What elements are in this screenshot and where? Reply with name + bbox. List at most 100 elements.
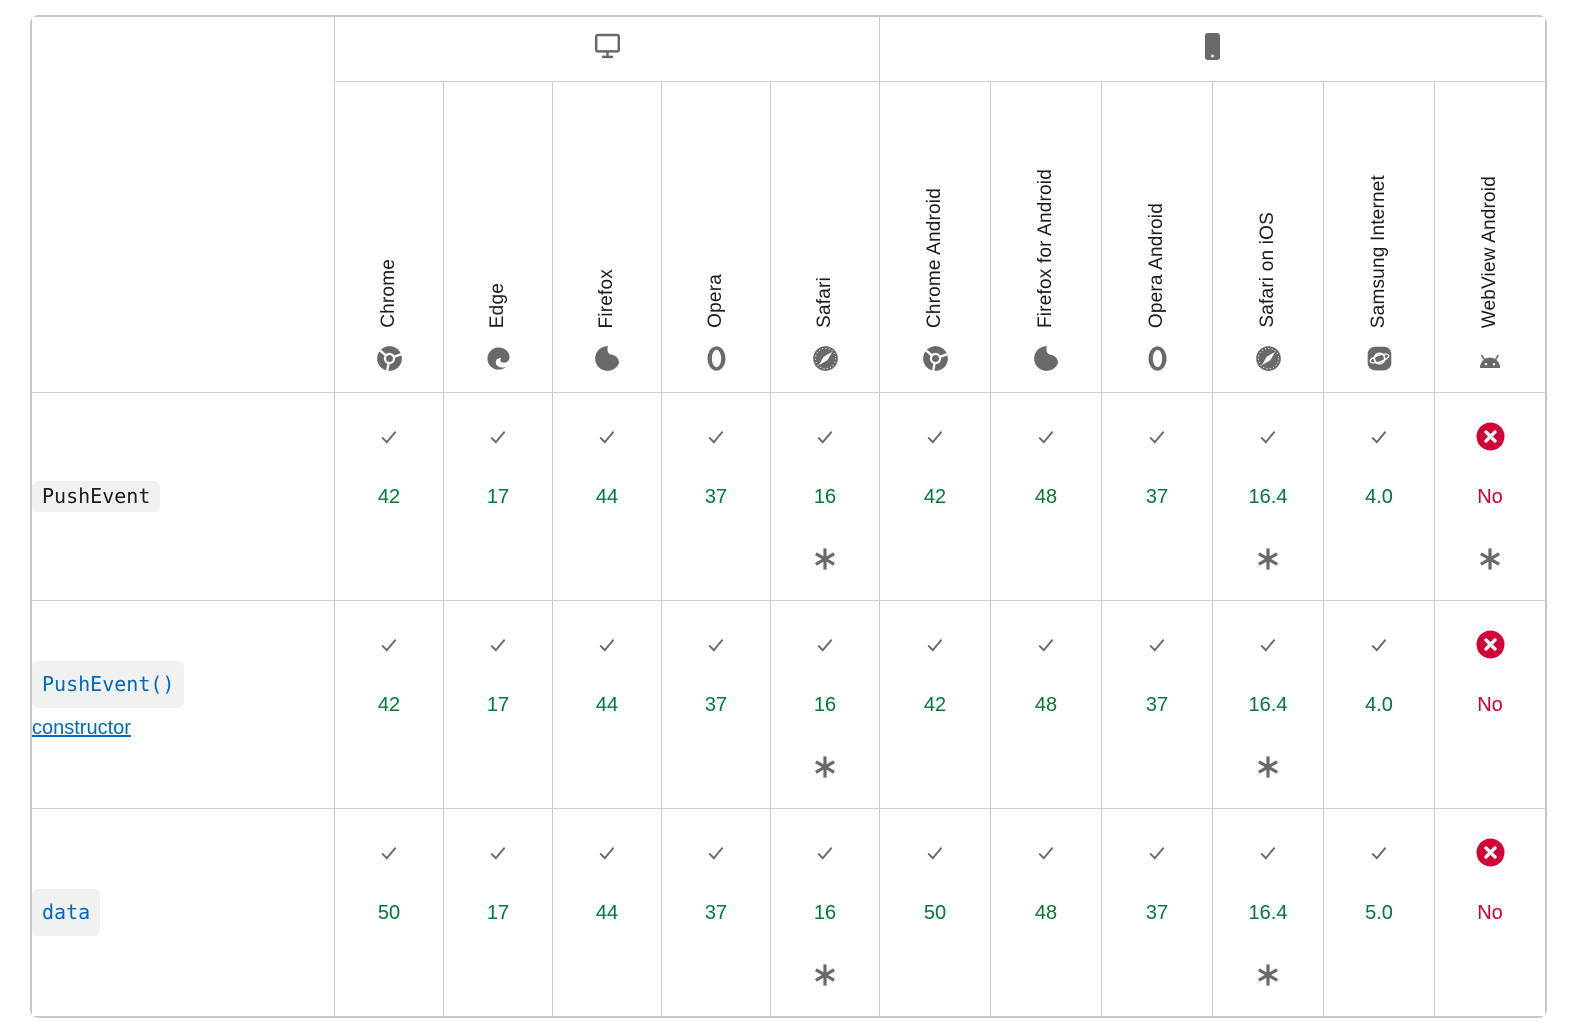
support-cell[interactable]: 17 xyxy=(443,808,552,1016)
check-icon xyxy=(1368,426,1390,447)
support-cell[interactable]: 37 xyxy=(661,600,770,808)
check-icon xyxy=(1257,426,1279,447)
support-cell[interactable]: 50 xyxy=(879,808,990,1016)
support-cell[interactable]: 37 xyxy=(661,392,770,600)
check-icon xyxy=(487,634,509,655)
firefox-icon xyxy=(1033,345,1060,372)
check-icon xyxy=(705,634,727,655)
check-icon xyxy=(1146,842,1168,863)
browser-header-row: Chrome Edge Firefox Opera Safari Chrome Andro… xyxy=(32,81,1545,392)
support-cell[interactable]: 48 xyxy=(990,808,1101,1016)
safari-icon xyxy=(1255,345,1282,372)
browser-name: Edge xyxy=(487,282,508,328)
version-label: 16 xyxy=(813,902,837,924)
support-cell[interactable]: 16.4 xyxy=(1212,392,1323,600)
support-cell[interactable]: No xyxy=(1434,600,1545,808)
support-cell[interactable]: 44 xyxy=(552,808,661,1016)
browser-header-opera: Opera xyxy=(661,81,770,392)
support-cell[interactable]: 44 xyxy=(552,600,661,808)
support-cell[interactable]: 37 xyxy=(1101,600,1212,808)
footnote-asterisk-icon[interactable] xyxy=(1255,546,1281,572)
check-icon xyxy=(924,426,946,447)
support-cell[interactable]: 37 xyxy=(661,808,770,1016)
browser-header-opera-android: Opera Android xyxy=(1101,81,1212,392)
footnote-asterisk-icon[interactable] xyxy=(812,754,838,780)
feature-cell: data xyxy=(32,808,334,1016)
support-cell[interactable]: No xyxy=(1434,808,1545,1016)
version-label: 16 xyxy=(813,486,837,508)
browser-name: WebView Android xyxy=(1479,175,1500,328)
support-cell[interactable]: 42 xyxy=(334,600,443,808)
support-cell[interactable]: 44 xyxy=(552,392,661,600)
support-cell[interactable]: 17 xyxy=(443,392,552,600)
support-cell[interactable]: 50 xyxy=(334,808,443,1016)
support-cell[interactable]: 42 xyxy=(879,392,990,600)
opera-icon xyxy=(1144,345,1171,372)
feature-link[interactable]: PushEvent() constructor xyxy=(32,661,247,748)
support-cell[interactable]: 16 xyxy=(770,392,879,600)
browser-name: Chrome Android xyxy=(924,187,945,328)
footnote-asterisk-icon[interactable] xyxy=(812,546,838,572)
cross-icon xyxy=(1476,838,1505,867)
support-cell[interactable]: 16.4 xyxy=(1212,808,1323,1016)
browser-header-safari: Safari xyxy=(770,81,879,392)
support-cell[interactable]: 16 xyxy=(770,600,879,808)
browser-name: Samsung Internet xyxy=(1368,174,1389,328)
check-icon xyxy=(1368,634,1390,655)
footnote-asterisk-icon[interactable] xyxy=(1477,546,1503,572)
feature-link[interactable]: data xyxy=(32,889,101,936)
support-cell[interactable]: 37 xyxy=(1101,392,1212,600)
version-label: 4.0 xyxy=(1365,694,1393,716)
support-cell[interactable]: 16 xyxy=(770,808,879,1016)
support-cell[interactable]: 5.0 xyxy=(1323,808,1434,1016)
support-cell[interactable]: 4.0 xyxy=(1323,600,1434,808)
platform-header-row xyxy=(32,17,1545,392)
opera-icon xyxy=(703,345,730,372)
check-icon xyxy=(1257,634,1279,655)
webview-android-icon xyxy=(1476,345,1504,372)
feature-cell: PushEvent xyxy=(32,392,334,600)
footnote-asterisk-icon[interactable] xyxy=(1255,962,1281,988)
support-cell[interactable]: 42 xyxy=(879,600,990,808)
version-label: 44 xyxy=(595,902,619,924)
version-label: 4.0 xyxy=(1365,486,1393,508)
browser-name: Safari xyxy=(814,277,835,328)
version-label: 37 xyxy=(1145,902,1169,924)
support-cell[interactable]: 48 xyxy=(990,392,1101,600)
platform-mobile-header xyxy=(879,17,1545,81)
check-icon xyxy=(924,842,946,863)
version-label: No xyxy=(1477,694,1503,716)
feature-code: PushEvent xyxy=(32,481,161,512)
version-label: 5.0 xyxy=(1365,902,1393,924)
support-cell[interactable]: 4.0 xyxy=(1323,392,1434,600)
browser-header-edge: Edge xyxy=(443,81,552,392)
browser-name: Firefox for Android xyxy=(1035,168,1056,328)
check-icon xyxy=(814,634,836,655)
support-cell[interactable]: 42 xyxy=(334,392,443,600)
cross-icon xyxy=(1476,630,1505,659)
support-cell[interactable]: 48 xyxy=(990,600,1101,808)
browser-name: Opera Android xyxy=(1146,202,1167,328)
footnote-asterisk-icon[interactable] xyxy=(812,962,838,988)
support-cell[interactable]: 16.4 xyxy=(1212,600,1323,808)
corner-cell xyxy=(32,17,334,392)
firefox-icon xyxy=(594,345,621,372)
check-icon xyxy=(1035,426,1057,447)
check-icon xyxy=(1035,634,1057,655)
chrome-icon xyxy=(922,345,949,372)
check-icon xyxy=(378,634,400,655)
check-icon xyxy=(596,634,618,655)
version-label: 48 xyxy=(1034,486,1058,508)
support-cell[interactable]: 37 xyxy=(1101,808,1212,1016)
support-cell[interactable]: No xyxy=(1434,392,1545,600)
edge-icon xyxy=(485,345,512,372)
check-icon xyxy=(1257,842,1279,863)
support-cell[interactable]: 17 xyxy=(443,600,552,808)
version-label: 42 xyxy=(377,486,401,508)
browser-name: Opera xyxy=(705,274,726,328)
check-icon xyxy=(924,634,946,655)
browser-header-webview-android: WebView Android xyxy=(1434,81,1545,392)
version-label: 17 xyxy=(486,694,510,716)
footnote-asterisk-icon[interactable] xyxy=(1255,754,1281,780)
